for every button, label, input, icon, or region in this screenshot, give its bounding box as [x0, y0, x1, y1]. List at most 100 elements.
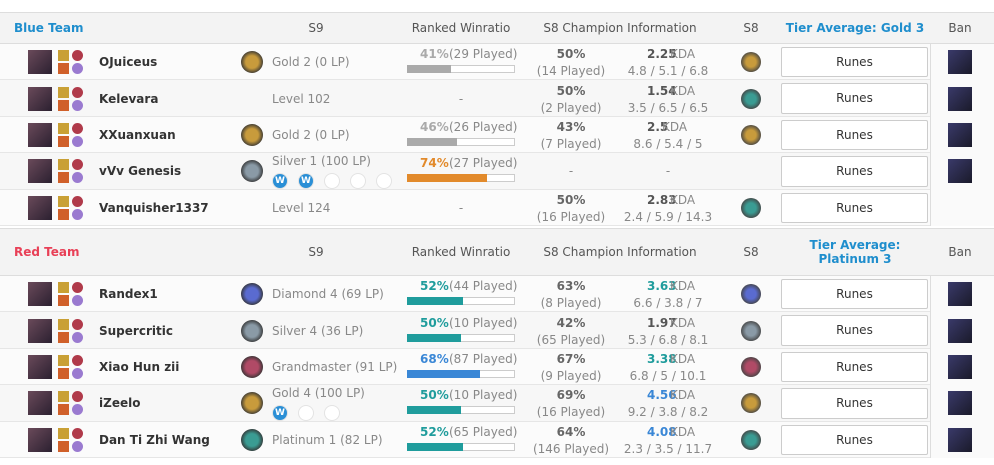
- spell-icon: [58, 159, 69, 171]
- player-row: [0, 44, 930, 81]
- runes-button[interactable]: Runes: [781, 119, 928, 151]
- s8-played: (146 Played): [532, 441, 610, 456]
- header-row: [0, 12, 994, 44]
- rune-icon: [72, 208, 83, 220]
- col-ban: Ban: [948, 21, 972, 35]
- spell-icon: [58, 50, 69, 62]
- col-s9: S9: [308, 21, 324, 35]
- winrate-label: 52%: [420, 424, 449, 439]
- s8-winrate: -: [568, 164, 574, 179]
- s8-winrate: 63%: [556, 279, 586, 294]
- ban-icon: [948, 282, 972, 307]
- rune-icon: [72, 295, 83, 307]
- rune-icon: [72, 404, 83, 416]
- rune-icon: [72, 136, 83, 147]
- spell-icon: [58, 195, 69, 207]
- kda: 4.56: [647, 388, 677, 403]
- spell-icon: [58, 86, 69, 98]
- promo-circle: W: [272, 173, 288, 190]
- tier-average: Tier Average: Platinum 3: [809, 238, 901, 266]
- rune-icon: [72, 282, 83, 294]
- kda-detail: 6.8 / 5 / 10.1: [629, 369, 707, 383]
- kda-detail: 4.8 / 5.1 / 6.8: [627, 64, 709, 79]
- s9-rank: Gold 2 (0 LP): [272, 55, 350, 70]
- promo-circle: [376, 173, 392, 190]
- winrate-bar: [407, 65, 452, 74]
- rune-icon: [72, 99, 83, 111]
- player-row: [0, 153, 930, 190]
- col-s8: S8: [743, 21, 759, 35]
- champion-icon: [28, 86, 52, 111]
- runes-button[interactable]: Runes: [781, 424, 928, 455]
- s9-rank: Gold 4 (100 LP): [272, 386, 365, 401]
- s8-winrate: 69%: [556, 388, 586, 403]
- played-count: (10 Played): [449, 388, 518, 403]
- spell-icon: [58, 391, 69, 403]
- s8-tier-icon: [741, 197, 761, 218]
- winrate-label: 50%: [420, 388, 449, 403]
- spell-icon: [58, 427, 69, 439]
- rune-icon: [72, 50, 83, 62]
- runes-button[interactable]: Runes: [781, 156, 928, 187]
- spell-icon: [58, 295, 69, 307]
- col-ban: Ban: [948, 245, 972, 259]
- player-name: Vanquisher1337: [99, 200, 209, 215]
- s8-winrate: 50%: [556, 83, 586, 98]
- s8-winrate: 50%: [556, 192, 586, 207]
- champion-icon: [28, 282, 52, 307]
- s9-tier-icon: [241, 392, 263, 415]
- s9-rank: Level 102: [272, 91, 331, 106]
- runes-button[interactable]: Runes: [781, 192, 928, 223]
- player-name: Kelevara: [99, 91, 159, 106]
- player-row: [0, 385, 930, 422]
- kda-label: KDA: [670, 279, 696, 294]
- player-name: vVv Genesis: [99, 164, 182, 179]
- runes-button[interactable]: Runes: [781, 47, 928, 78]
- player-name: Dan Ti Zhi Wang: [99, 432, 210, 447]
- champion-icon: [28, 159, 52, 184]
- runes-button[interactable]: Runes: [781, 351, 928, 383]
- kda-label: KDA: [670, 315, 696, 330]
- kda-label: KDA: [670, 424, 696, 439]
- s8-winrate: 67%: [556, 352, 586, 366]
- kda: 1.97: [647, 315, 677, 330]
- played-count: (87 Played): [449, 352, 518, 366]
- runes-button[interactable]: Runes: [781, 83, 928, 114]
- s8-played: (16 Played): [536, 405, 606, 420]
- winrate-bar: [407, 333, 461, 342]
- s8-played: (8 Played): [540, 296, 602, 311]
- col-winratio: Ranked Winratio: [411, 21, 511, 35]
- kda: 3.38: [647, 352, 677, 366]
- kda-label: KDA: [670, 192, 696, 207]
- champion-icon: [28, 355, 52, 379]
- team-name: Red Team: [14, 245, 80, 259]
- winrate-bar: [407, 174, 487, 183]
- runes-button[interactable]: Runes: [781, 279, 928, 310]
- s8-played: (16 Played): [536, 209, 606, 224]
- spell-icon: [58, 440, 69, 452]
- rune-icon: [72, 355, 83, 366]
- player-name: Supercritic: [99, 323, 173, 338]
- s8-winrate: 43%: [556, 120, 586, 134]
- promo-circle: [298, 405, 314, 422]
- rune-icon: [72, 318, 83, 330]
- s8-played: (7 Played): [540, 137, 602, 151]
- runes-button[interactable]: Runes: [781, 315, 928, 346]
- ban-icon: [948, 50, 972, 75]
- rune-icon: [72, 331, 83, 343]
- s9-tier-icon: [241, 319, 263, 342]
- col-s8: S8: [743, 245, 759, 259]
- s8-tier-icon: [741, 52, 761, 73]
- rune-icon: [72, 159, 83, 171]
- s9-tier-icon: [241, 428, 263, 451]
- runes-button[interactable]: Runes: [781, 388, 928, 419]
- kda: 1.54: [647, 83, 677, 98]
- kda-detail: 8.6 / 5.4 / 5: [633, 137, 703, 151]
- player-name: OJuiceus: [99, 55, 158, 70]
- s9-rank: Grandmaster (91 LP): [272, 360, 398, 374]
- spell-icon: [58, 123, 69, 134]
- s9-tier-icon: [241, 124, 263, 146]
- kda-detail: 5.3 / 6.8 / 8.1: [627, 332, 709, 347]
- played-count: (26 Played): [449, 120, 518, 134]
